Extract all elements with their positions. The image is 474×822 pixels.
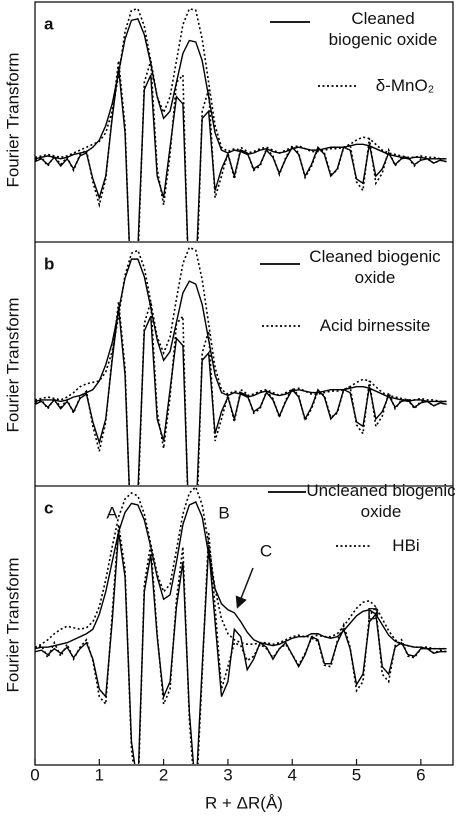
y-axis-label: Fourier Transform <box>3 52 22 187</box>
x-tick-label: 5 <box>352 765 361 784</box>
plot-area <box>35 246 447 485</box>
x-tick-label: 3 <box>223 765 232 784</box>
panel-label: c <box>44 498 53 517</box>
legend-label: Acid birnessite <box>319 316 431 335</box>
legend-label: δ-MnO₂ <box>375 76 435 95</box>
series-line <box>35 524 447 764</box>
legend-label: HBi <box>392 536 420 555</box>
legend-label: Cleaned biogenic oxide <box>328 9 438 49</box>
legend-label: Uncleaned biogenic oxide <box>306 481 456 521</box>
series-line <box>35 60 447 241</box>
x-tick-label: 0 <box>30 765 39 784</box>
series-line <box>35 501 447 650</box>
x-tick-label: 4 <box>287 765 296 784</box>
x-tick-label: 2 <box>159 765 168 784</box>
annotation: D <box>367 604 379 623</box>
frame <box>34 1 454 766</box>
y-axis-label: Fourier Transform <box>3 297 22 432</box>
x-axis-label: R + ΔR(Å) <box>205 793 283 812</box>
y-axis-label: Fourier Transform <box>3 557 22 692</box>
plot-area <box>35 487 447 764</box>
annotation: B <box>218 503 229 522</box>
series-line <box>35 301 447 485</box>
annotation: A <box>106 503 118 522</box>
legend-label: Cleaned biogenic oxide <box>309 247 441 287</box>
annotation: C <box>260 541 272 560</box>
x-tick-label: 6 <box>416 765 425 784</box>
x-tick-label: 1 <box>95 765 104 784</box>
plot-area <box>35 7 447 241</box>
annotation-arrow <box>235 567 254 609</box>
series-line <box>35 531 447 764</box>
panel-label: a <box>44 14 54 33</box>
panel-label: b <box>44 254 54 273</box>
